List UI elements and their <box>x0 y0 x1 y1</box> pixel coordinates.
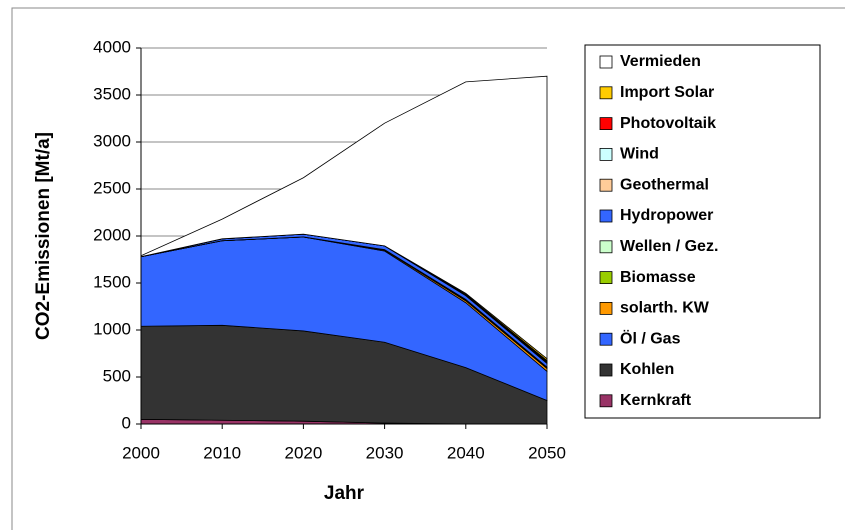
y-tick-label: 3000 <box>93 131 131 150</box>
y-tick-label: 1000 <box>93 319 131 338</box>
legend-label: Wellen / Gez. <box>620 238 718 255</box>
x-tick-label: 2030 <box>366 443 404 462</box>
legend-box <box>584 44 821 419</box>
legend-label: Kohlen <box>620 361 674 378</box>
legend-swatch <box>599 332 613 346</box>
x-tick-label: 2020 <box>284 443 322 462</box>
legend-label: Biomasse <box>620 269 696 286</box>
x-tick-label: 2050 <box>528 443 566 462</box>
legend-label: Wind <box>620 146 659 163</box>
legend-swatch <box>599 301 613 315</box>
legend-swatch <box>599 209 613 223</box>
legend-swatch <box>599 240 613 254</box>
x-tick-label: 2000 <box>122 443 160 462</box>
y-tick-label: 3500 <box>93 84 131 103</box>
y-axis-title: CO2-Emissionen [Mt/a] <box>33 132 54 340</box>
y-tick-label: 2000 <box>93 225 131 244</box>
y-tick-label: 0 <box>122 413 131 432</box>
legend-label: Photovoltaik <box>620 115 716 132</box>
y-tick-label: 2500 <box>93 178 131 197</box>
x-tick-label: 2010 <box>203 443 241 462</box>
legend-swatch <box>599 363 613 377</box>
legend-swatch <box>599 178 613 192</box>
y-tick-label: 500 <box>103 366 131 385</box>
legend-label: solarth. KW <box>620 300 710 317</box>
legend-label: Geothermal <box>620 176 709 193</box>
frame <box>11 7 845 530</box>
legend-swatch <box>599 86 613 100</box>
y-tick-label: 4000 <box>93 37 131 56</box>
legend-swatch <box>599 55 613 69</box>
legend-swatch <box>599 147 613 161</box>
legend-label: Kernkraft <box>620 392 692 409</box>
legend-label: Import Solar <box>620 84 714 101</box>
legend-swatch <box>599 271 613 285</box>
legend-label: Hydropower <box>620 207 713 224</box>
x-axis-title: Jahr <box>324 483 365 504</box>
legend-label: Öl / Gas <box>620 328 681 347</box>
legend-swatch <box>599 394 613 408</box>
y-tick-label: 1500 <box>93 272 131 291</box>
legend-swatch <box>599 117 613 130</box>
area <box>140 75 548 360</box>
legend-label: Vermieden <box>620 53 701 70</box>
x-tick-label: 2040 <box>447 443 485 462</box>
